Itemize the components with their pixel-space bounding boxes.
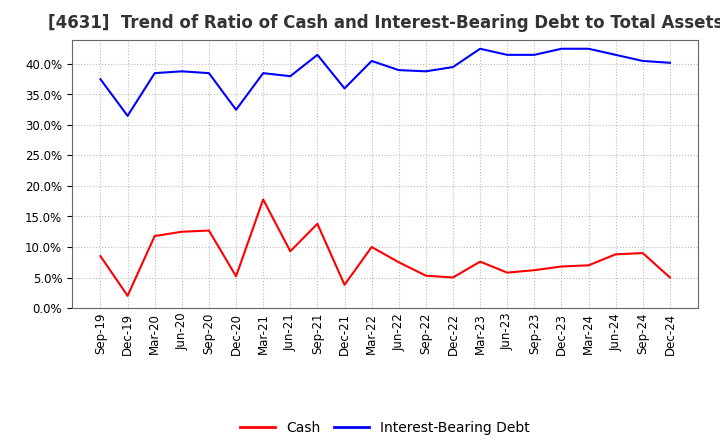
Cash bbox=[367, 244, 376, 249]
Cash bbox=[395, 260, 403, 265]
Cash bbox=[611, 252, 620, 257]
Cash bbox=[178, 229, 186, 235]
Interest-Bearing Debt bbox=[178, 69, 186, 74]
Cash bbox=[557, 264, 566, 269]
Cash bbox=[421, 273, 430, 279]
Interest-Bearing Debt bbox=[341, 86, 349, 91]
Interest-Bearing Debt bbox=[611, 52, 620, 58]
Interest-Bearing Debt bbox=[503, 52, 511, 58]
Cash bbox=[341, 282, 349, 287]
Interest-Bearing Debt bbox=[476, 46, 485, 51]
Interest-Bearing Debt bbox=[259, 70, 268, 76]
Cash bbox=[584, 263, 593, 268]
Cash bbox=[639, 250, 647, 256]
Cash bbox=[96, 253, 105, 259]
Interest-Bearing Debt bbox=[584, 46, 593, 51]
Cash bbox=[123, 293, 132, 298]
Interest-Bearing Debt bbox=[286, 73, 294, 79]
Interest-Bearing Debt bbox=[313, 52, 322, 58]
Cash bbox=[232, 274, 240, 279]
Interest-Bearing Debt bbox=[367, 59, 376, 64]
Cash bbox=[665, 275, 674, 280]
Line: Cash: Cash bbox=[101, 199, 670, 296]
Cash bbox=[503, 270, 511, 275]
Interest-Bearing Debt bbox=[639, 59, 647, 64]
Interest-Bearing Debt bbox=[665, 60, 674, 66]
Interest-Bearing Debt bbox=[449, 64, 457, 70]
Interest-Bearing Debt bbox=[395, 67, 403, 73]
Interest-Bearing Debt bbox=[96, 77, 105, 82]
Title: [4631]  Trend of Ratio of Cash and Interest-Bearing Debt to Total Assets: [4631] Trend of Ratio of Cash and Intere… bbox=[48, 15, 720, 33]
Cash bbox=[313, 221, 322, 227]
Interest-Bearing Debt bbox=[557, 46, 566, 51]
Interest-Bearing Debt bbox=[421, 69, 430, 74]
Interest-Bearing Debt bbox=[150, 70, 159, 76]
Cash bbox=[286, 249, 294, 254]
Cash bbox=[259, 197, 268, 202]
Interest-Bearing Debt bbox=[232, 107, 240, 112]
Line: Interest-Bearing Debt: Interest-Bearing Debt bbox=[101, 49, 670, 116]
Cash bbox=[150, 233, 159, 238]
Interest-Bearing Debt bbox=[123, 113, 132, 118]
Legend: Cash, Interest-Bearing Debt: Cash, Interest-Bearing Debt bbox=[235, 415, 536, 440]
Interest-Bearing Debt bbox=[204, 70, 213, 76]
Cash bbox=[476, 259, 485, 264]
Interest-Bearing Debt bbox=[530, 52, 539, 58]
Cash bbox=[449, 275, 457, 280]
Cash bbox=[530, 268, 539, 273]
Cash bbox=[204, 228, 213, 233]
